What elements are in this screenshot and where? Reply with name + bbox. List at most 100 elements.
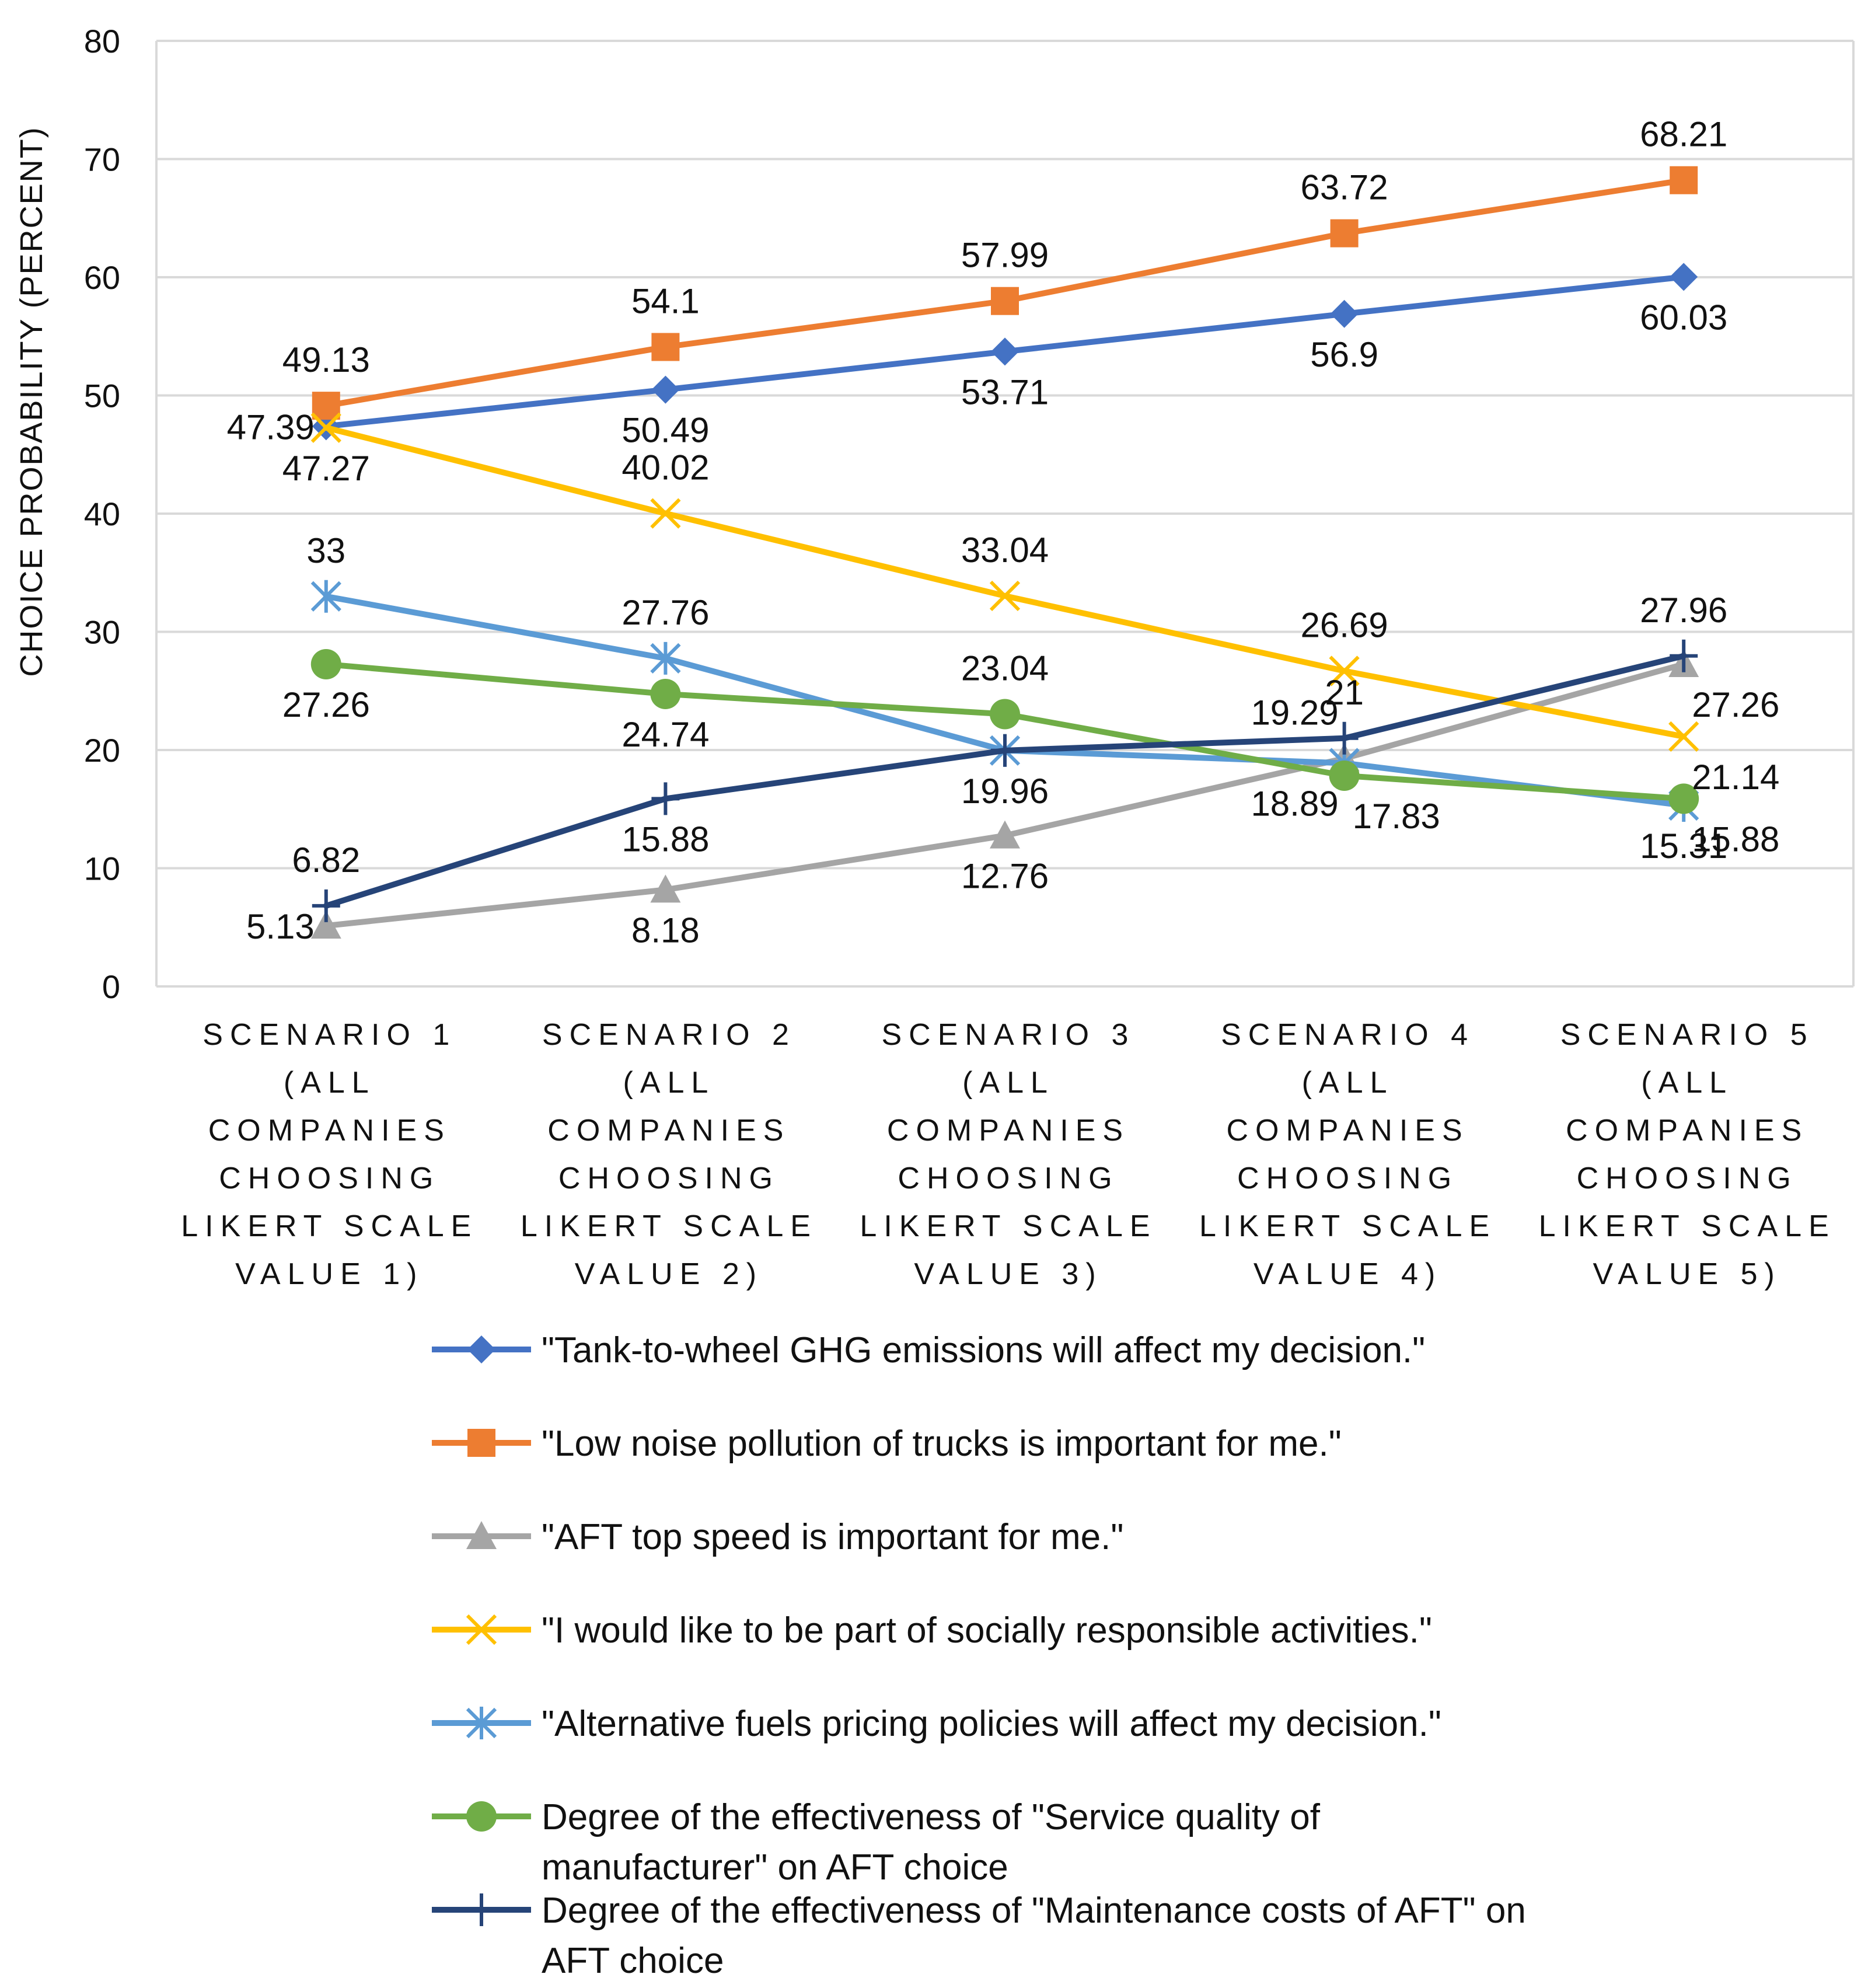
- x-tick-label-line: LIKERT SCALE: [1539, 1209, 1836, 1243]
- data-point-marker: [310, 911, 341, 939]
- data-point-marker: [1670, 166, 1698, 194]
- data-label: 23.04: [961, 648, 1049, 688]
- data-label: 63.72: [1301, 168, 1388, 207]
- legend-label: AFT choice: [542, 1941, 724, 1981]
- data-point-marker: [651, 333, 680, 361]
- data-point-marker: [650, 641, 681, 675]
- x-tick-label-line: LIKERT SCALE: [1199, 1209, 1496, 1243]
- y-tick-label: 0: [102, 968, 120, 1005]
- x-tick-label-line: COMPANIES: [1566, 1114, 1808, 1148]
- y-tick-label: 40: [84, 496, 120, 532]
- data-point-marker: [989, 580, 1021, 612]
- data-label: 15.31: [1640, 826, 1727, 866]
- y-tick-label: 50: [84, 378, 120, 414]
- x-tick-label-line: (ALL: [962, 1066, 1055, 1100]
- legend-marker: [466, 1801, 497, 1832]
- data-label: 27.96: [1640, 591, 1727, 630]
- x-tick-label-line: VALUE 2): [575, 1257, 763, 1291]
- series-6: [310, 648, 1699, 814]
- legend-item: "Low noise pollution of trucks is import…: [432, 1424, 1342, 1464]
- legend-marker: [467, 1893, 495, 1926]
- data-label: 27.26: [1692, 685, 1779, 724]
- legend-marker: [466, 1707, 497, 1739]
- series-4: [310, 412, 1699, 752]
- data-label: 15.88: [621, 819, 709, 859]
- legend-label: Degree of the effectiveness of "Maintena…: [542, 1891, 1526, 1931]
- legend-label: "Low noise pollution of trucks is import…: [542, 1424, 1342, 1464]
- data-label: 5.13: [246, 907, 315, 946]
- x-tick-label-line: SCENARIO 4: [1221, 1018, 1475, 1052]
- legend-item: Degree of the effectiveness of "Service …: [432, 1797, 1321, 1888]
- legend-label: "Alternative fuels pricing policies will…: [542, 1704, 1441, 1744]
- legend-label: "I would like to be part of socially res…: [542, 1610, 1432, 1651]
- data-point-marker: [312, 392, 340, 420]
- y-tick-label: 60: [84, 259, 120, 296]
- series-2: [312, 166, 1698, 420]
- data-label: 49.13: [282, 340, 370, 379]
- legend-item: "Alternative fuels pricing policies will…: [432, 1704, 1441, 1744]
- data-label: 18.89: [1251, 784, 1338, 823]
- x-category-label: SCENARIO 3 (ALL COMPANIES CHOOSING LIKERT SC…: [860, 1018, 1150, 1291]
- legend-marker: [466, 1614, 497, 1645]
- legend-item: Degree of the effectiveness of "Maintena…: [432, 1891, 1526, 1981]
- legend-marker: [467, 1335, 495, 1363]
- x-tick-label-line: COMPANIES: [1226, 1114, 1469, 1148]
- data-point-marker: [650, 679, 681, 710]
- legend-label: Degree of the effectiveness of "Service …: [542, 1797, 1321, 1837]
- data-label: 53.71: [961, 372, 1049, 411]
- data-point-marker: [1668, 783, 1699, 814]
- data-label: 6.82: [292, 840, 360, 880]
- x-tick-label-line: COMPANIES: [887, 1114, 1130, 1148]
- data-label: 60.03: [1640, 298, 1727, 337]
- data-label: 68.21: [1640, 115, 1727, 154]
- y-tick-label: 70: [84, 141, 120, 178]
- data-point-marker: [991, 734, 1019, 767]
- data-label: 47.27: [282, 449, 370, 488]
- legend-label: "AFT top speed is important for me.": [542, 1517, 1123, 1557]
- x-category-label: SCENARIO 5 (ALL COMPANIES CHOOSING LIKERT SC…: [1539, 1018, 1836, 1291]
- x-tick-label-line: VALUE 4): [1254, 1257, 1442, 1291]
- x-tick-label-line: VALUE 5): [1593, 1257, 1782, 1291]
- data-point-marker: [650, 874, 681, 903]
- data-point-marker: [310, 412, 341, 443]
- y-tick-label: 80: [84, 23, 120, 60]
- data-label: 17.83: [1353, 797, 1440, 836]
- x-category-label: SCENARIO 2 (ALL COMPANIES CHOOSING LIKERT SC…: [521, 1018, 811, 1291]
- x-tick-label-line: SCENARIO 5: [1560, 1018, 1814, 1052]
- data-label: 50.49: [621, 411, 709, 450]
- x-axis-categories: SCENARIO 1 (ALL COMPANIES CHOOSING LIKERT SC…: [181, 1018, 1836, 1291]
- data-point-marker: [1330, 299, 1359, 328]
- data-label: 8.18: [631, 911, 700, 950]
- data-label: 47.39: [227, 407, 315, 447]
- x-category-label: SCENARIO 1 (ALL COMPANIES CHOOSING LIKERT SC…: [181, 1018, 471, 1291]
- series-layer: [310, 166, 1699, 939]
- data-label: 56.9: [1310, 335, 1378, 374]
- x-tick-label-line: CHOOSING: [898, 1162, 1119, 1195]
- data-point-marker: [651, 782, 680, 815]
- data-label: 21: [1325, 673, 1364, 712]
- data-point-marker: [991, 287, 1019, 315]
- x-tick-label-line: VALUE 1): [235, 1257, 424, 1291]
- data-point-marker: [990, 820, 1020, 849]
- y-axis-title: CHOICE PROBABILITY (PERCENT): [14, 126, 49, 676]
- data-label: 19.96: [961, 772, 1049, 811]
- legend-marker: [466, 1521, 497, 1549]
- data-label: 27.76: [621, 593, 709, 632]
- x-tick-label-line: (ALL: [1641, 1066, 1733, 1100]
- data-label: 40.02: [621, 448, 709, 487]
- data-point-marker: [1330, 721, 1359, 755]
- data-label: 26.69: [1301, 606, 1388, 645]
- legend-label: "Tank-to-wheel GHG emissions will affect…: [542, 1330, 1425, 1370]
- data-label: 54.1: [631, 281, 700, 320]
- data-label: 12.76: [961, 857, 1049, 896]
- data-point-marker: [1668, 721, 1699, 752]
- x-tick-label-line: CHOOSING: [1577, 1162, 1798, 1195]
- y-axis-ticks: 0 10 20 30 40 50 60 70 80: [84, 23, 120, 1005]
- x-tick-label-line: VALUE 3): [914, 1257, 1102, 1291]
- data-point-marker: [651, 375, 680, 404]
- legend-marker: [467, 1429, 495, 1457]
- data-point-marker: [312, 889, 340, 922]
- data-point-marker: [991, 337, 1019, 366]
- data-point-marker: [310, 648, 341, 679]
- x-tick-label-line: (ALL: [284, 1066, 376, 1100]
